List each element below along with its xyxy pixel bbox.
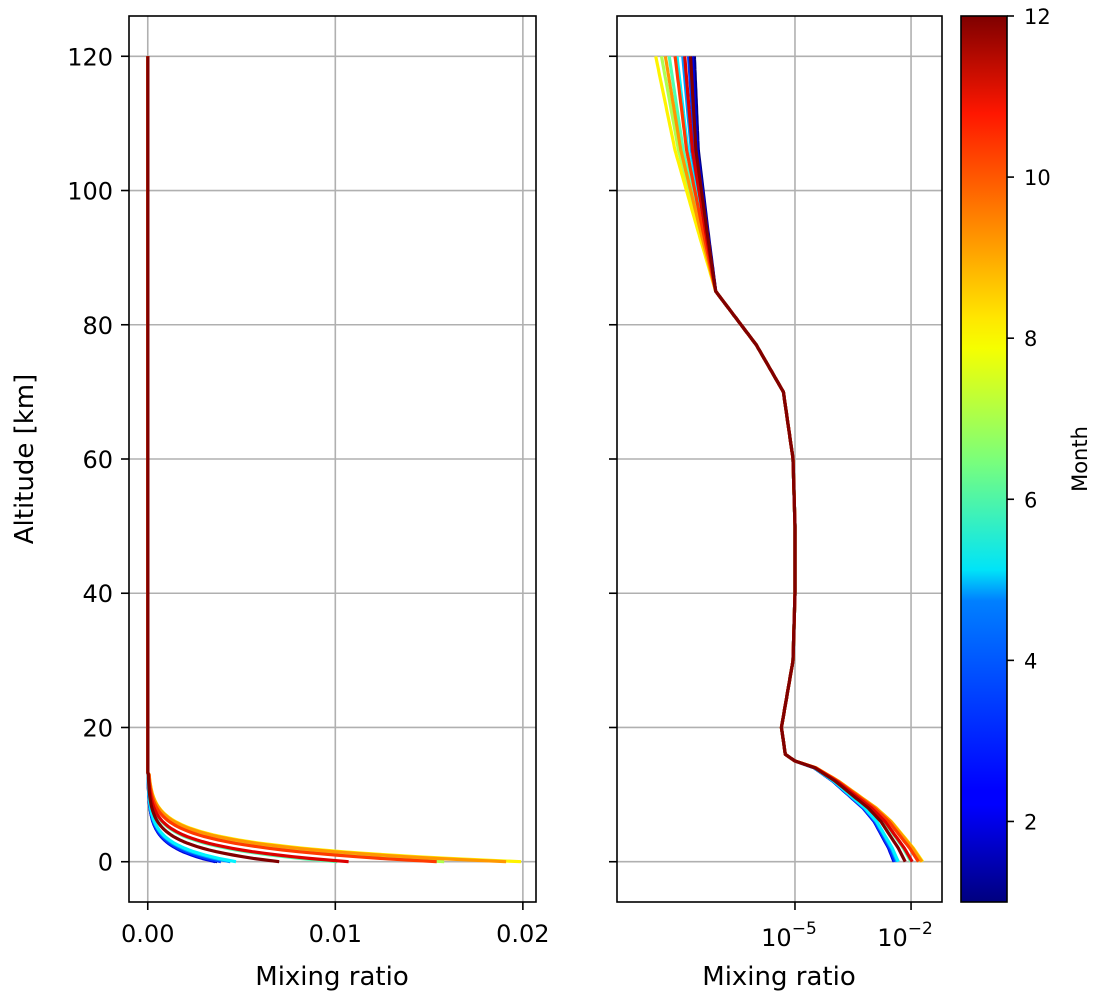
y-axis-label: Altitude [km] xyxy=(10,374,40,545)
colorbar-gradient xyxy=(961,16,1007,902)
colorbar-tick-label: 10 xyxy=(1024,166,1051,190)
right-ticks: 10−5 10−2 xyxy=(609,55,933,952)
left-x-tick-label: 0.01 xyxy=(309,920,362,948)
colorbar-ticks: 2 4 6 8 10 12 xyxy=(1007,5,1051,834)
left-y-tick-label: 20 xyxy=(82,714,113,742)
colorbar-tick-label: 6 xyxy=(1024,488,1037,512)
left-y-tick-label: 100 xyxy=(67,178,113,206)
right-month-curve xyxy=(688,56,907,863)
left-grid xyxy=(129,16,536,902)
right-x-tick-label: 10−2 xyxy=(877,919,933,952)
left-y-tick-label: 60 xyxy=(82,446,113,474)
left-x-tick-label: 0.02 xyxy=(496,920,549,948)
colorbar-frame xyxy=(960,15,1008,903)
left-panel: 0.00 0.01 0.02 0 20 40 60 80 100 120 Mixing ratio… xyxy=(10,15,550,992)
colorbar-tick-label: 4 xyxy=(1024,649,1037,673)
left-curves xyxy=(146,56,522,864)
colorbar-tick-label: 2 xyxy=(1024,810,1037,834)
left-y-tick-label: 120 xyxy=(67,43,113,71)
left-ticks: 0.00 0.01 0.02 0 20 40 60 80 100 120 xyxy=(67,43,549,948)
left-x-axis-label: Mixing ratio xyxy=(255,962,408,992)
left-month-curve xyxy=(146,56,280,864)
colorbar-label: Month xyxy=(1068,426,1092,492)
left-y-tick-label: 0 xyxy=(98,849,113,877)
right-grid xyxy=(617,16,942,902)
right-x-tick-label: 10−5 xyxy=(761,919,817,952)
left-y-tick-label: 80 xyxy=(82,312,113,340)
right-curves xyxy=(654,55,925,863)
left-x-tick-label: 0.00 xyxy=(121,920,174,948)
right-x-axis-label: Mixing ratio xyxy=(702,962,855,992)
colorbar-tick-label: 8 xyxy=(1024,327,1037,351)
right-panel: 10−5 10−2 Mixing ratio xyxy=(609,15,943,992)
colorbar: 2 4 6 8 10 12 Month xyxy=(960,5,1092,903)
colorbar-tick-label: 12 xyxy=(1024,5,1051,29)
left-y-tick-label: 40 xyxy=(82,580,113,608)
